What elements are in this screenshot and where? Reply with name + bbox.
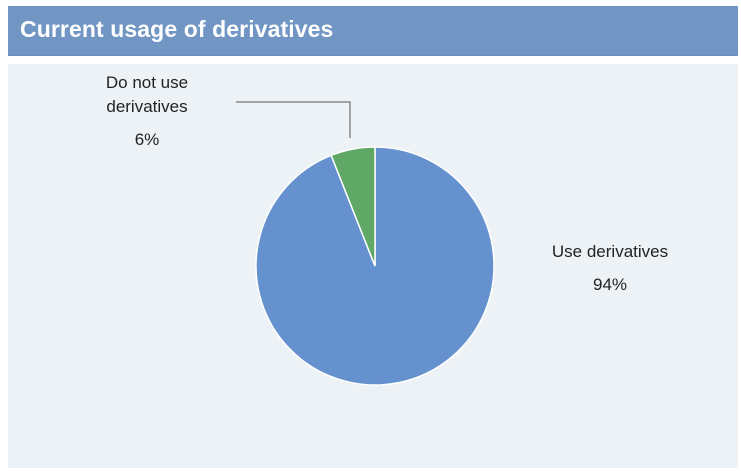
slice-label-use-pct: 94% [592, 275, 628, 294]
slice-label-use: Use derivatives 94% [520, 240, 700, 297]
pie-chart [236, 101, 495, 386]
slice-label-do-not-use-line2: derivatives [106, 97, 188, 116]
plot-area: Do not use derivatives 6% Use derivative… [8, 64, 738, 468]
slice-label-use-line1: Use derivatives [551, 242, 669, 261]
slice-label-do-not-use: Do not use derivatives 6% [82, 71, 212, 152]
pie-slice-do-not-use-derivatives [330, 146, 376, 267]
chart-title: Current usage of derivatives [20, 16, 334, 42]
slice-label-do-not-use-line1: Do not use [105, 73, 189, 92]
chart-panel: Current usage of derivatives Do not use … [8, 6, 738, 468]
chart-header: Current usage of derivatives [8, 6, 738, 56]
leader-line [236, 101, 351, 138]
slice-label-do-not-use-pct: 6% [134, 130, 160, 149]
